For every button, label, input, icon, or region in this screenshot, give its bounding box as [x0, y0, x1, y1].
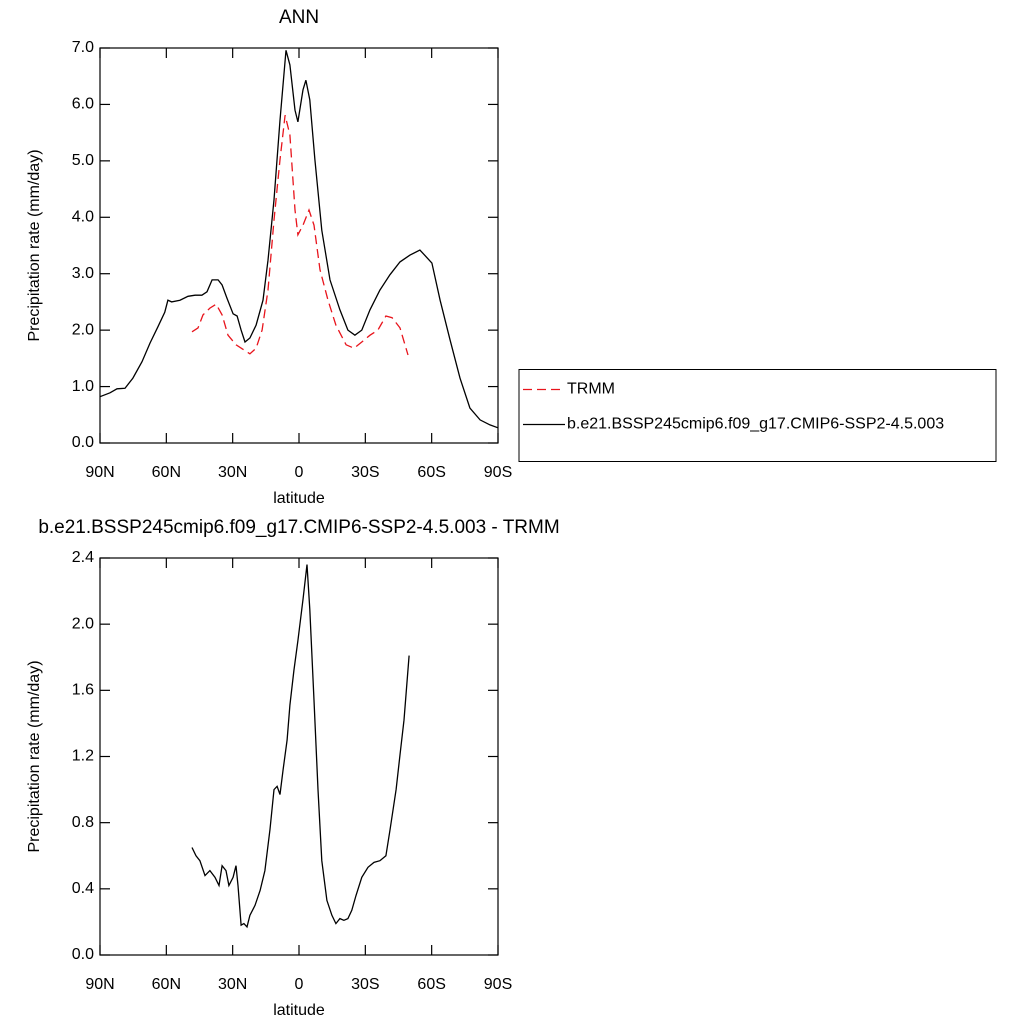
x-tick-label: 60S [417, 464, 445, 481]
y-tick-label: 1.6 [72, 682, 94, 699]
y-axis-label: Precipitation rate (mm/day) [26, 149, 43, 341]
x-tick-label: 90N [85, 464, 114, 481]
x-tick-label: 0 [295, 976, 304, 993]
y-tick-label: 0.8 [72, 814, 94, 831]
y-tick-label: 6.0 [72, 96, 94, 113]
x-tick-label: 90S [484, 464, 512, 481]
y-tick-label: 0.4 [72, 880, 94, 897]
x-axis-label: latitude [273, 490, 325, 507]
x-tick-label: 60S [417, 976, 445, 993]
chart-panel: b.e21.BSSP245cmip6.f09_g17.CMIP6-SSP2-4.… [26, 517, 559, 1019]
x-tick-label: 30N [218, 976, 247, 993]
y-tick-label: 1.0 [72, 378, 94, 395]
y-tick-label: 4.0 [72, 209, 94, 226]
y-tick-label: 2.4 [72, 549, 94, 566]
x-tick-label: 60N [152, 464, 181, 481]
chart-panel: ANN latitude Precipitation rate (mm/day) 90… [26, 7, 997, 507]
x-tick-label: 90S [484, 976, 512, 993]
x-tick-label: 30S [351, 976, 379, 993]
plot-frame [99, 47, 499, 444]
y-tick-label: 3.0 [72, 265, 94, 282]
y-tick-label: 0.0 [72, 946, 94, 963]
plot-frame [99, 557, 499, 956]
x-tick-label: 30N [218, 464, 247, 481]
x-axis-label: latitude [273, 1002, 325, 1019]
data-line [191, 115, 409, 356]
y-tick-label: 1.2 [72, 748, 94, 765]
x-tick-label: 60N [152, 976, 181, 993]
y-tick-label: 5.0 [72, 152, 94, 169]
data-line [99, 50, 499, 429]
y-axis-label: Precipitation rate (mm/day) [26, 660, 43, 852]
y-tick-label: 2.0 [72, 615, 94, 632]
y-tick-label: 2.0 [72, 321, 94, 338]
legend-box [518, 369, 997, 462]
x-tick-label: 0 [295, 464, 304, 481]
x-tick-label: 30S [351, 464, 379, 481]
x-tick-label: 90N [85, 976, 114, 993]
y-tick-label: 0.0 [72, 434, 94, 451]
data-line [191, 564, 410, 929]
legend-label: TRMM [567, 381, 615, 398]
y-tick-label: 7.0 [72, 39, 94, 56]
chart-title: ANN [279, 7, 319, 28]
legend-label: b.e21.BSSP245cmip6.f09_g17.CMIP6-SSP2-4.… [567, 416, 944, 433]
chart-title: b.e21.BSSP245cmip6.f09_g17.CMIP6-SSP2-4.… [38, 517, 559, 538]
